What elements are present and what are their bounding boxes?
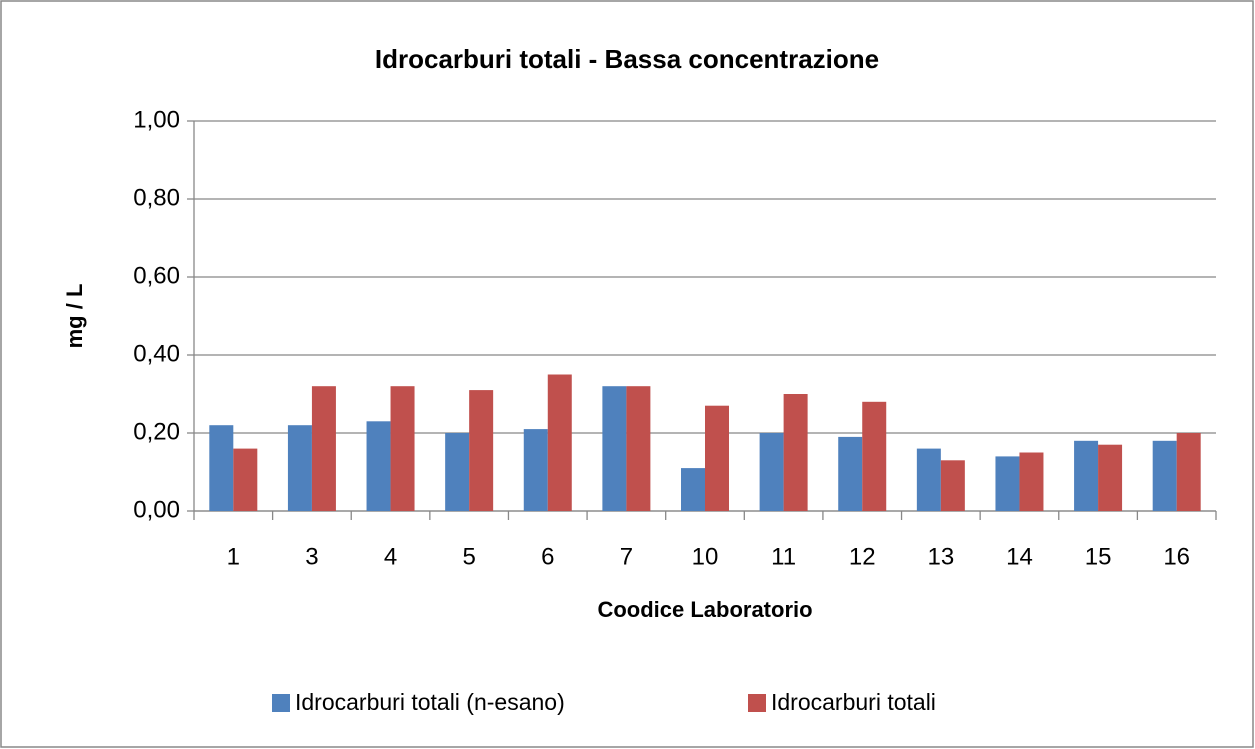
bar — [838, 436, 863, 511]
bar — [995, 456, 1020, 511]
bar — [1019, 452, 1044, 511]
y-tick-label: 0,00 — [133, 496, 180, 523]
bar — [390, 386, 415, 511]
bar — [445, 433, 470, 511]
bar — [523, 429, 548, 511]
x-axis-title: Coodice Laboratorio — [597, 597, 812, 622]
bar — [547, 374, 572, 511]
bar — [366, 421, 391, 511]
x-tick-label: 1 — [227, 543, 240, 570]
bar — [862, 401, 887, 511]
legend-swatch — [272, 694, 290, 712]
bar — [1176, 433, 1201, 511]
bar — [626, 386, 651, 511]
x-tick-label: 5 — [462, 543, 475, 570]
bar — [940, 460, 965, 511]
bar — [1074, 440, 1099, 511]
y-tick-label: 0,20 — [133, 418, 180, 445]
y-tick-label: 1,00 — [133, 106, 180, 133]
x-tick-label: 12 — [849, 543, 876, 570]
bar — [759, 433, 784, 511]
bar — [1152, 440, 1177, 511]
bar — [469, 390, 494, 511]
x-tick-label: 14 — [1006, 543, 1033, 570]
x-tick-label: 10 — [692, 543, 719, 570]
legend-label: Idrocarburi totali — [771, 689, 936, 715]
bar — [311, 386, 336, 511]
x-tick-label: 13 — [927, 543, 954, 570]
legend-label: Idrocarburi totali (n-esano) — [295, 689, 565, 715]
bar — [681, 468, 705, 511]
y-tick-label: 0,60 — [133, 262, 180, 289]
y-tick-label: 0,40 — [133, 340, 180, 367]
x-tick-label: 11 — [771, 543, 796, 570]
x-tick-label: 15 — [1085, 543, 1112, 570]
bar — [287, 425, 312, 511]
x-tick-label: 16 — [1163, 543, 1190, 570]
bar — [705, 405, 729, 511]
x-tick-label: 6 — [541, 543, 554, 570]
x-tick-label: 3 — [305, 543, 318, 570]
x-tick-label: 4 — [384, 543, 397, 570]
bar — [209, 425, 234, 511]
bar — [916, 448, 941, 511]
chart-title: Idrocarburi totali - Bassa concentrazion… — [375, 44, 879, 74]
bar — [233, 448, 258, 511]
bar — [1098, 444, 1123, 511]
bar — [783, 394, 808, 511]
legend-swatch — [748, 694, 766, 712]
x-tick-label: 7 — [620, 543, 633, 570]
y-tick-label: 0,80 — [133, 184, 180, 211]
bar — [602, 386, 627, 511]
y-axis-title: mg / L — [62, 284, 87, 349]
